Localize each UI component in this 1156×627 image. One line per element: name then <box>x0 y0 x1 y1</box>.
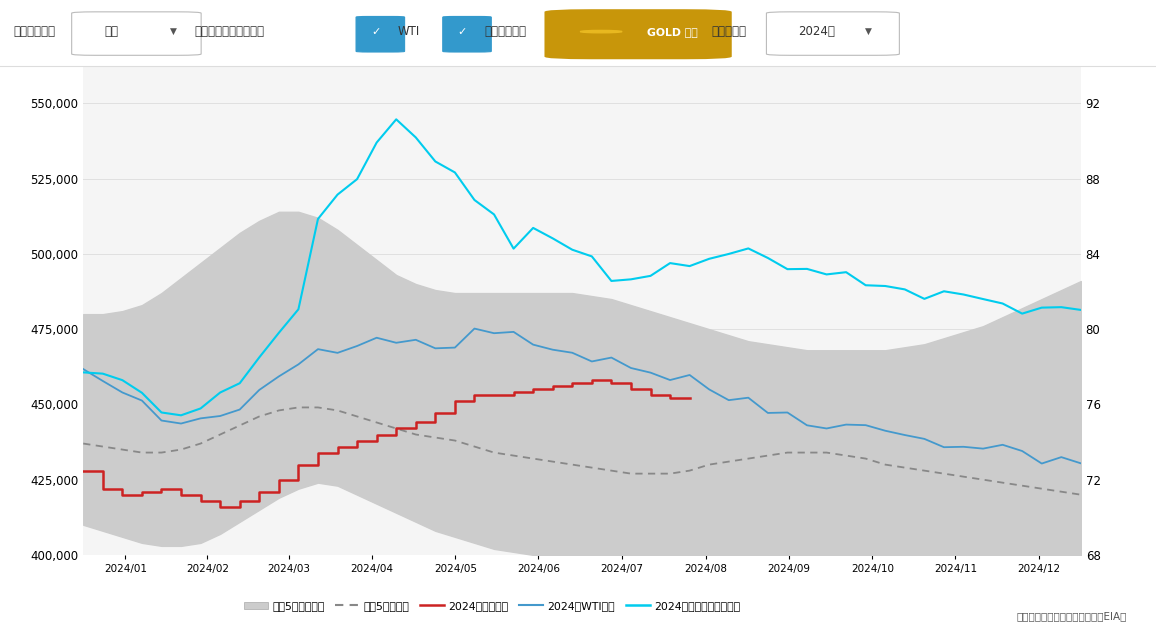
FancyBboxPatch shape <box>356 16 405 52</box>
Text: ⊙: ⊙ <box>596 26 606 36</box>
Text: 年を選択：: 年を選択： <box>711 25 746 38</box>
Text: 2024年: 2024年 <box>798 25 835 38</box>
Text: 種類を選択：: 種類を選択： <box>14 25 55 38</box>
FancyBboxPatch shape <box>766 12 899 55</box>
FancyBboxPatch shape <box>72 12 201 55</box>
Text: 出所：米国エネルギー情報局（EIA）: 出所：米国エネルギー情報局（EIA） <box>1017 611 1127 621</box>
FancyBboxPatch shape <box>544 9 732 60</box>
Circle shape <box>580 31 622 33</box>
Text: ✓: ✓ <box>371 26 380 36</box>
Text: 比較する価格を選択：: 比較する価格を選択： <box>194 25 265 38</box>
Text: 北海ブレント: 北海ブレント <box>484 25 526 38</box>
Text: ▼: ▼ <box>865 27 872 36</box>
Text: ✓: ✓ <box>458 26 467 36</box>
Text: WTI: WTI <box>398 25 420 38</box>
FancyBboxPatch shape <box>443 16 491 52</box>
Text: 原油: 原油 <box>104 25 118 38</box>
Text: GOLD 限定: GOLD 限定 <box>647 26 698 36</box>
Text: ▼: ▼ <box>170 27 177 36</box>
Legend: 過去5年のレンジ, 過去5年の平均, 2024年原油在庫, 2024年WTI価格, 2024年北海ブレント価格: 過去5年のレンジ, 過去5年の平均, 2024年原油在庫, 2024年WTI価格… <box>239 597 744 616</box>
